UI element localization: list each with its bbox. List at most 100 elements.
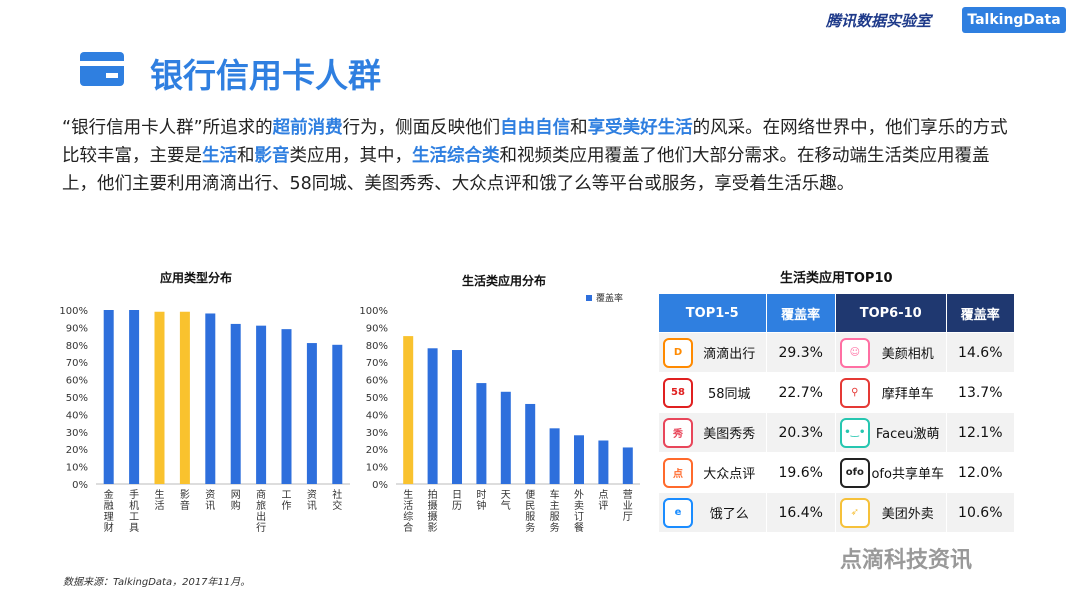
- app-name: 摩拜单车: [881, 387, 934, 402]
- intro-text: 类应用，其中，: [289, 146, 413, 166]
- header-top1-5: TOP1-5: [658, 293, 767, 333]
- didi-icon: D: [663, 337, 693, 368]
- coverage-value: 12.1%: [945, 412, 1016, 453]
- data-source-note: 数据来源：TalkingData，2017年11月。: [63, 577, 251, 588]
- y-tick-label: 40%: [366, 410, 388, 421]
- x-tick-label: 拍摄摄影: [428, 488, 438, 534]
- y-tick-label: 80%: [366, 341, 388, 352]
- app-cell: ofo ofo共享单车: [834, 452, 947, 493]
- meituan-waimai-icon: ➶: [839, 497, 870, 528]
- x-tick-label: 外卖订餐: [574, 489, 584, 534]
- top10-title: 生活类应用TOP10: [780, 271, 893, 286]
- app-cell: ☺ 美颜相机: [834, 332, 947, 373]
- x-tick-label: 资讯: [307, 489, 317, 512]
- bar: [500, 391, 511, 484]
- meitu-icon: 秀: [663, 417, 693, 448]
- coverage-value: 22.7%: [765, 372, 836, 413]
- x-tick-label: 资讯: [205, 489, 215, 512]
- y-tick-label: 70%: [366, 358, 388, 369]
- app-name: 饿了么: [709, 507, 749, 522]
- coverage-value: 13.7%: [945, 372, 1016, 413]
- intro-text: 行为，侧面反映他们: [342, 118, 501, 138]
- coverage-value: 19.6%: [765, 452, 836, 493]
- eleme-icon: e: [663, 497, 693, 528]
- coverage-value: 12.0%: [945, 452, 1016, 493]
- intro-text: 和: [237, 146, 255, 166]
- highlight-text: 超前消费: [272, 118, 343, 138]
- highlight-text: 生活综合类: [412, 146, 500, 166]
- bar: [129, 310, 140, 484]
- bar: [332, 344, 343, 484]
- y-tick-label: 100%: [59, 306, 88, 317]
- bar: [427, 348, 438, 484]
- x-tick-label: 车主服务: [550, 488, 560, 534]
- header-coverage-2: 覆盖率: [945, 293, 1016, 333]
- ofo-icon: ofo: [839, 457, 870, 488]
- bar: [306, 343, 317, 484]
- app-type-chart: 0% 10% 20% 30% 40% 50% 60% 70% 80% 90% 100% 金融理财 手机工…: [59, 306, 350, 534]
- dianping-icon: 点: [663, 457, 693, 488]
- table-row: e 饿了么 16.4% ➶ 美团外卖 10.6%: [658, 492, 1016, 533]
- app-name: 大众点评: [703, 467, 756, 482]
- coverage-value: 14.6%: [945, 332, 1016, 373]
- x-tick-label: 便民服务: [525, 488, 535, 534]
- y-tick-label: 60%: [66, 376, 88, 387]
- y-tick-label: 50%: [366, 393, 388, 404]
- app-name: Faceu激萌: [875, 427, 940, 442]
- y-tick-label: 70%: [66, 358, 88, 369]
- intro-text: 的风采。在网络世界中，他们享乐的方式比较丰富，主要是: [62, 118, 1008, 166]
- table-row: 58 58同城 22.7% ⚲ 摩拜单车 13.7%: [658, 372, 1016, 413]
- y-tick-label: 30%: [66, 428, 88, 439]
- y-tick-label: 90%: [66, 323, 88, 334]
- app-cell: ⚲ 摩拜单车: [834, 372, 947, 413]
- x-tick-label: 生活综合: [403, 488, 413, 534]
- table-row: D 滴滴出行 29.3% ☺ 美颜相机 14.6%: [658, 332, 1016, 373]
- bar: [154, 311, 165, 484]
- bar: [525, 403, 536, 484]
- highlight-text: 自由自信: [500, 118, 571, 138]
- coverage-value: 10.6%: [945, 492, 1016, 533]
- x-tick-label: 商旅出行: [256, 488, 266, 534]
- highlight-text: 生活: [202, 146, 237, 166]
- chart2-title: 生活类应用分布: [462, 274, 547, 288]
- app-name: 美图秀秀: [703, 427, 756, 442]
- y-tick-label: 90%: [366, 323, 388, 334]
- y-tick-label: 20%: [66, 445, 88, 456]
- bar: [549, 428, 560, 484]
- mobike-icon: ⚲: [839, 377, 870, 408]
- bar: [574, 435, 584, 484]
- coverage-value: 29.3%: [765, 332, 836, 373]
- x-tick-label: 手机工具: [129, 488, 139, 534]
- x-tick-label: 社交: [332, 488, 342, 512]
- x-tick-label: 金融理财: [104, 488, 114, 534]
- intro-text: 和: [570, 118, 588, 138]
- coverage-value: 16.4%: [765, 492, 836, 533]
- meiyan-icon: ☺: [839, 337, 870, 368]
- top10-table: TOP1-5 覆盖率 TOP6-10 覆盖率 D 滴滴出行 29.3% ☺ 美颜相机 14…: [658, 293, 1016, 533]
- table-row: 秀美图秀秀 20.3% •‿• Faceu激萌 12.1%: [658, 412, 1016, 453]
- bar: [205, 313, 216, 484]
- y-tick-label: 30%: [366, 428, 388, 439]
- table-row: 点大众点评 19.6% ofo ofo共享单车 12.0%: [658, 452, 1016, 493]
- x-tick-label: 网购: [231, 489, 241, 512]
- x-tick-label: 影音: [180, 489, 190, 512]
- intro-text: 和视频类应用覆盖了他们大部分需求。在移动端生活类应用覆盖上，他们主要利用滴滴出行…: [62, 146, 990, 194]
- bar: [179, 311, 190, 484]
- bar: [230, 323, 241, 484]
- x-tick-label: 日历: [452, 490, 462, 512]
- watermark: 点滴科技资讯: [840, 548, 973, 573]
- app-name: 美颜相机: [881, 347, 934, 362]
- y-tick-label: 0%: [372, 480, 388, 491]
- bar: [256, 325, 267, 484]
- bar: [103, 310, 114, 484]
- app-cell: 秀美图秀秀: [658, 412, 767, 453]
- x-tick-label: 时钟: [476, 489, 486, 512]
- y-tick-label: 100%: [359, 306, 388, 317]
- app-name: 滴滴出行: [703, 347, 756, 362]
- coverage-value: 20.3%: [765, 412, 836, 453]
- talkingdata-logo: TalkingData: [962, 7, 1066, 33]
- x-tick-label: 工作: [282, 490, 292, 512]
- header-top6-10: TOP6-10: [834, 293, 947, 333]
- faceu-icon: •‿•: [839, 417, 870, 448]
- bar: [452, 350, 462, 484]
